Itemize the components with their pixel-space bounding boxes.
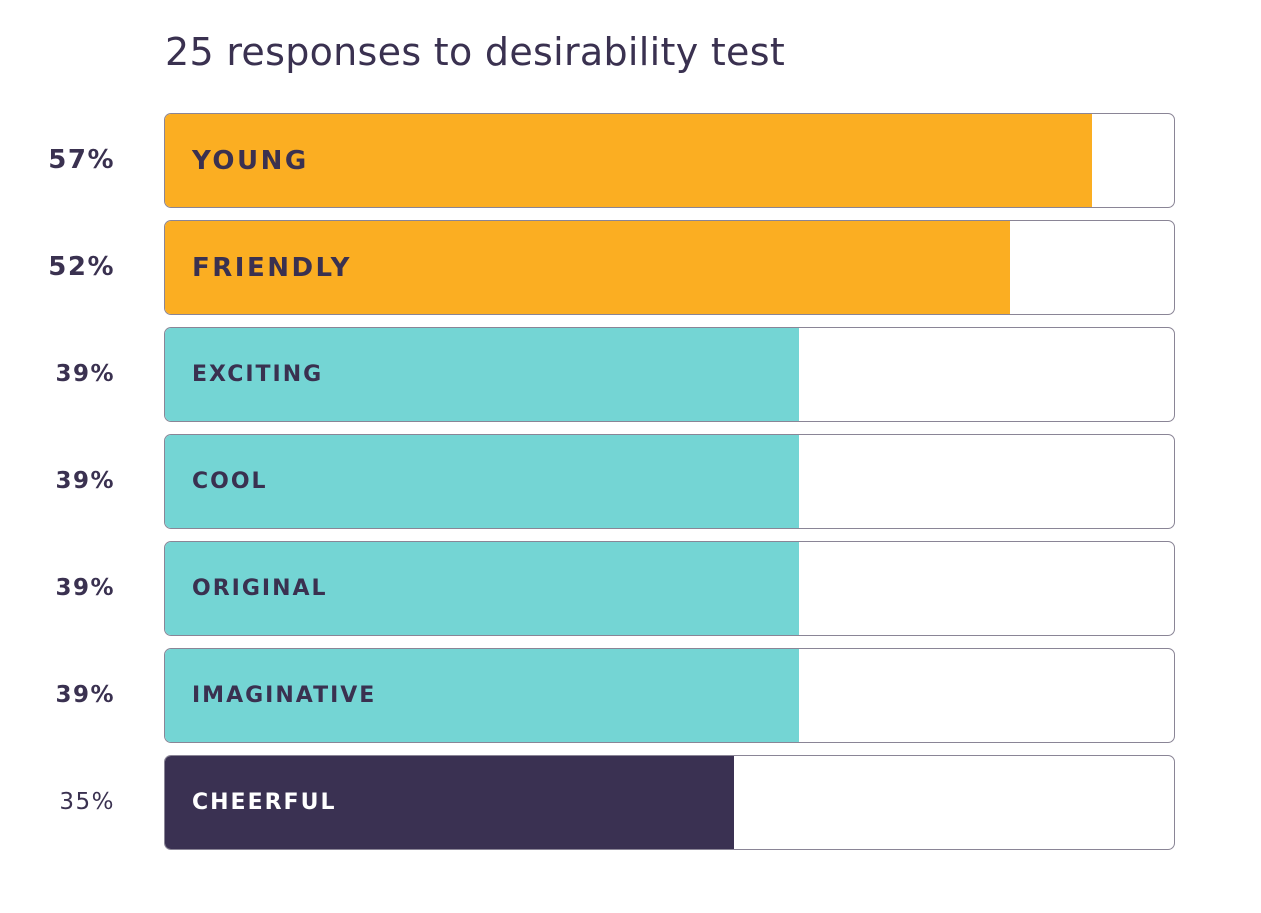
category-label: YOUNG xyxy=(192,145,309,176)
bar xyxy=(165,542,799,635)
category-label: CHEERFUL xyxy=(192,790,337,815)
bar xyxy=(165,328,799,421)
bar-row: 39% EXCITING xyxy=(0,327,1261,422)
value-label: 57% xyxy=(48,145,115,175)
category-label: COOL xyxy=(192,469,268,494)
category-label: ORIGINAL xyxy=(192,576,328,601)
bar-row: 39% ORIGINAL xyxy=(0,541,1261,636)
bar xyxy=(165,649,799,742)
chart-title: 25 responses to desirability test xyxy=(165,30,786,74)
value-label: 39% xyxy=(55,468,115,494)
bar xyxy=(165,756,734,849)
bar-track: YOUNG xyxy=(164,113,1175,208)
bar-track: IMAGINATIVE xyxy=(164,648,1175,743)
bar-row: 39% COOL xyxy=(0,434,1261,529)
value-label: 52% xyxy=(48,252,115,282)
bar-track: ORIGINAL xyxy=(164,541,1175,636)
bar-track: EXCITING xyxy=(164,327,1175,422)
category-label: EXCITING xyxy=(192,362,324,387)
bar xyxy=(165,114,1092,207)
bar-row: 35% CHEERFUL xyxy=(0,755,1261,850)
bar xyxy=(165,435,799,528)
value-label: 39% xyxy=(55,682,115,708)
category-label: IMAGINATIVE xyxy=(192,683,377,708)
bar xyxy=(165,221,1010,314)
value-label: 35% xyxy=(59,789,115,815)
bar-row: 57% YOUNG xyxy=(0,113,1261,208)
value-label: 39% xyxy=(55,575,115,601)
bar-track: CHEERFUL xyxy=(164,755,1175,850)
bar-row: 52% FRIENDLY xyxy=(0,220,1261,315)
bar-row: 39% IMAGINATIVE xyxy=(0,648,1261,743)
bar-track: COOL xyxy=(164,434,1175,529)
bar-track: FRIENDLY xyxy=(164,220,1175,315)
value-label: 39% xyxy=(55,361,115,387)
category-label: FRIENDLY xyxy=(192,252,352,283)
